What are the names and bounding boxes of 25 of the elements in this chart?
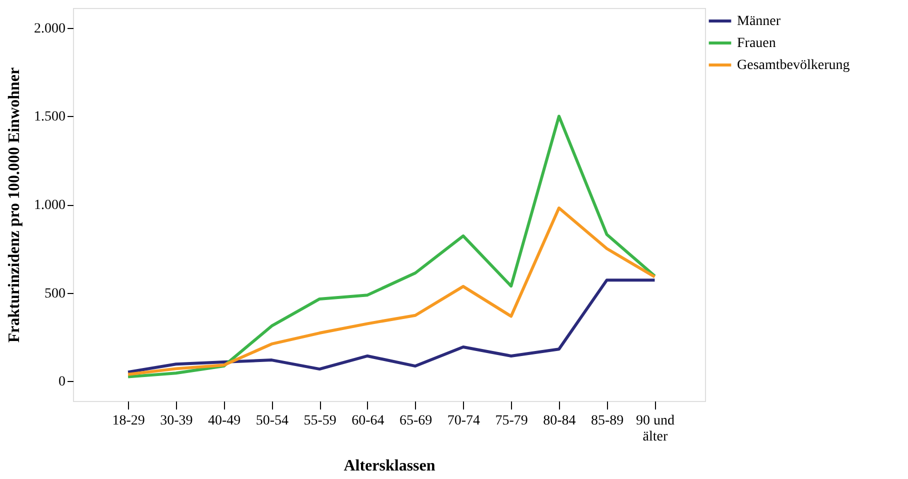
line-series xyxy=(126,206,656,376)
line-series xyxy=(126,278,656,374)
legend-label: Gesamtbevölkerung xyxy=(737,58,850,73)
line-series xyxy=(126,114,656,378)
x-axis-title: Altersklassen xyxy=(344,458,436,474)
x-tick-label: 18-29 xyxy=(112,414,145,428)
y-tick-label: 0 xyxy=(58,374,66,390)
x-tick-label: 90 und älter xyxy=(636,414,674,444)
y-tick-label: 1.000 xyxy=(34,198,66,213)
y-tick-label: 1.500 xyxy=(34,110,66,125)
x-tick-label: 65-69 xyxy=(399,414,432,428)
y-axis-title: Frakturinzidenz pro 100.000 Einwohner xyxy=(6,67,23,343)
legend-label: Frauen xyxy=(737,36,776,51)
legend-label: Männer xyxy=(737,14,781,29)
x-tick-label: 55-59 xyxy=(304,414,336,428)
x-tick-label: 60-64 xyxy=(352,414,384,428)
y-tick-label: 2.000 xyxy=(34,21,66,36)
x-tick-label: 80-84 xyxy=(543,414,576,428)
x-tick-label: 75-79 xyxy=(495,414,528,428)
y-tick-label: 500 xyxy=(44,286,66,302)
x-tick-label: 85-89 xyxy=(591,414,624,428)
x-tick-label: 50-54 xyxy=(256,414,289,428)
x-tick-label: 40-49 xyxy=(208,414,241,428)
x-tick-label: 70-74 xyxy=(447,414,480,428)
x-tick-label: 30-39 xyxy=(160,414,193,428)
